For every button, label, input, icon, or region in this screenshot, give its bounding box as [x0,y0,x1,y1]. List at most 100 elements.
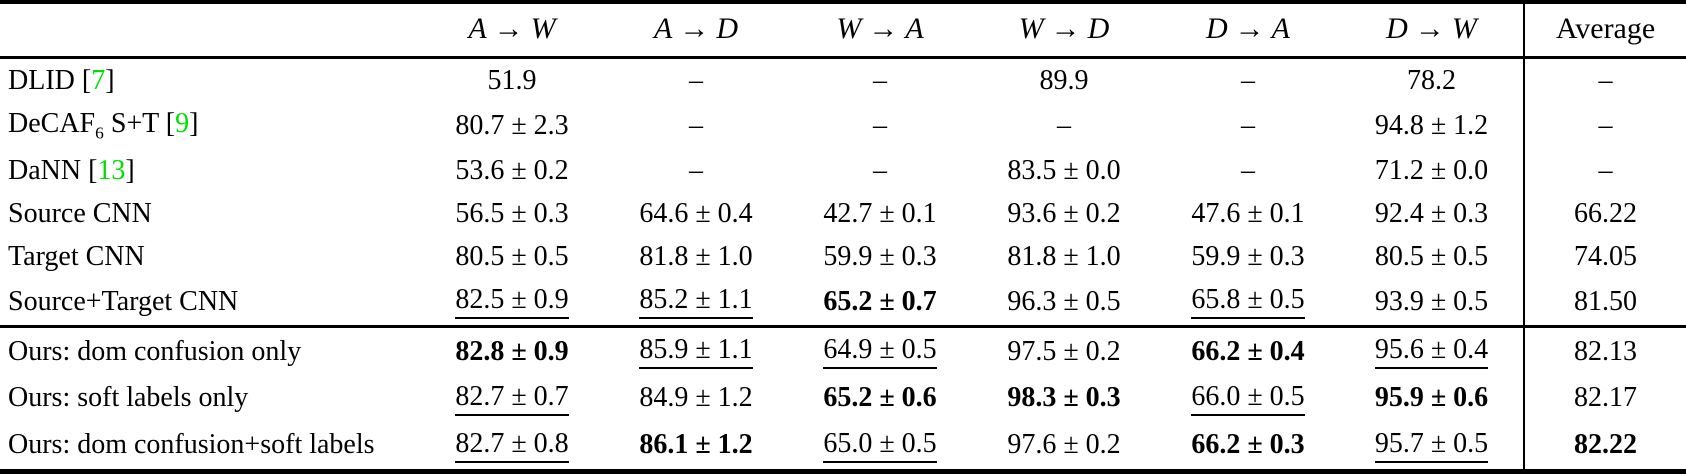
value-cell: 93.9 ± 0.5 [1340,278,1524,327]
row-label: Ours: soft labels only [0,375,420,422]
domain-from: A [468,12,487,45]
cell-value: 84.9 ± 1.2 [639,382,753,414]
header-spacer [0,2,420,59]
cell-value: 51.9 [487,64,537,96]
value-cell: 97.6 ± 0.2 [972,422,1156,472]
cell-value: 82.8 ± 0.9 [455,335,569,367]
cell-value: 82.5 ± 0.9 [455,284,569,320]
label-text: DeCAF [8,107,96,139]
cell-value: 83.5 ± 0.0 [1007,154,1121,186]
domain-to: A [905,12,924,45]
value-cell: 65.2 ± 0.7 [788,278,972,327]
citation-link[interactable]: 9 [175,107,190,139]
value-cell: 94.8 ± 1.2 [1340,102,1524,149]
table-row: Source+Target CNN 82.5 ± 0.9 85.2 ± 1.1 65.… [0,278,1686,327]
label-text: ] [189,107,199,139]
value-cell: 80.7 ± 2.3 [420,102,604,149]
average-cell: – [1523,102,1686,150]
domain-to: W [530,12,556,45]
value-cell: 65.2 ± 0.6 [788,375,972,422]
cell-value: 92.4 ± 0.3 [1374,197,1489,229]
value-cell: 80.5 ± 0.5 [420,235,604,278]
section-baselines: DLID [7] 51.9 – – 89.9 – 78.2 – DeCAF6 S+T [9] 80… [0,57,1686,327]
citation-link[interactable]: 7 [91,64,106,96]
domain-from: D [1206,12,1228,45]
table-row: Ours: soft labels only 82.7 ± 0.7 84.9 ± 1… [0,375,1686,422]
domain-from: W [836,12,862,45]
value-cell: 82.7 ± 0.7 [420,375,604,422]
arrow-icon: → [1234,12,1265,45]
domain-from: W [1018,12,1044,45]
value-cell: 66.2 ± 0.3 [1156,422,1340,472]
column-header-average: Average [1523,2,1686,59]
cell-value: 82.7 ± 0.8 [455,428,569,464]
label-text: Source CNN [8,197,152,229]
value-cell: 59.9 ± 0.3 [1156,235,1340,278]
cell-value: 82.13 [1574,335,1637,367]
domain-to: D [716,12,738,45]
header-row: A → W A → D W → A W → D D → A D → W Average [0,2,1686,59]
label-text: ] [105,64,115,96]
row-label: DaNN [13] [0,149,420,192]
cell-value: 47.6 ± 0.1 [1191,197,1305,229]
cell-value: – [689,154,703,186]
average-cell: 74.05 [1523,235,1686,279]
table-row: Ours: dom confusion only 82.8 ± 0.9 85.9 ±… [0,325,1686,376]
value-cell: 95.6 ± 0.4 [1340,325,1524,376]
cell-value: 97.5 ± 0.2 [1007,335,1121,367]
row-label: Target CNN [0,235,420,278]
value-cell: 65.8 ± 0.5 [1156,278,1340,327]
table-row: DeCAF6 S+T [9] 80.7 ± 2.3 – – – – 94.8 ± 1.2 – [0,102,1686,150]
cell-value: 42.7 ± 0.1 [823,197,937,229]
average-cell: 82.13 [1523,325,1686,376]
cell-value: 82.7 ± 0.7 [455,381,569,417]
cell-value: 80.5 ± 0.5 [455,240,569,272]
value-cell: 59.9 ± 0.3 [788,235,972,278]
cell-value: – [1057,109,1071,141]
value-cell: – [604,58,788,103]
value-cell: – [1156,149,1340,192]
row-label: Source CNN [0,192,420,235]
cell-value: 65.0 ± 0.5 [823,428,937,464]
cell-value: 93.9 ± 0.5 [1374,285,1489,317]
cell-value: 82.17 [1574,382,1637,414]
citation-link[interactable]: 13 [97,154,126,186]
cell-value: – [1241,154,1255,186]
value-cell: 93.6 ± 0.2 [972,192,1156,235]
cell-value: – [689,109,703,141]
cell-value: 66.22 [1574,197,1637,229]
cell-value: 66.2 ± 0.4 [1191,335,1305,367]
value-cell: 81.8 ± 1.0 [972,235,1156,278]
value-cell: 71.2 ± 0.0 [1340,149,1524,192]
cell-value: 95.7 ± 0.5 [1374,428,1489,464]
table-row: DaNN [13] 53.6 ± 0.2 – – 83.5 ± 0.0 – 71.2 ± 0… [0,149,1686,193]
label-text: Ours: dom confusion only [8,335,302,367]
arrow-icon: → [493,12,524,45]
value-cell: 95.7 ± 0.5 [1340,422,1524,472]
cell-value: 65.2 ± 0.7 [823,285,937,317]
cell-value: 81.50 [1574,285,1637,317]
row-label: Ours: dom confusion+soft labels [0,422,420,472]
row-label: Ours: dom confusion only [0,325,420,376]
cell-value: 94.8 ± 1.2 [1374,109,1489,141]
value-cell: 47.6 ± 0.1 [1156,192,1340,235]
table-row: Source CNN 56.5 ± 0.3 64.6 ± 0.4 42.7 ± 0.1… [0,192,1686,236]
value-cell: 78.2 [1340,58,1524,103]
section-ours: Ours: dom confusion only 82.8 ± 0.9 85.9 ±… [0,325,1686,472]
average-cell: 82.17 [1523,375,1686,422]
table-row: DLID [7] 51.9 – – 89.9 – 78.2 – [0,57,1686,103]
cell-value: – [1598,64,1613,96]
value-cell: 83.5 ± 0.0 [972,149,1156,192]
value-cell: 64.9 ± 0.5 [788,325,972,376]
average-cell: 66.22 [1523,192,1686,236]
cell-value: 97.6 ± 0.2 [1007,429,1121,461]
value-cell: 95.9 ± 0.6 [1340,375,1524,422]
cell-value: 53.6 ± 0.2 [455,154,569,186]
cell-value: – [873,154,887,186]
row-label: DeCAF6 S+T [9] [0,102,420,149]
domain-to: A [1271,12,1290,45]
cell-value: 93.6 ± 0.2 [1007,197,1121,229]
cell-value: 74.05 [1574,240,1637,272]
